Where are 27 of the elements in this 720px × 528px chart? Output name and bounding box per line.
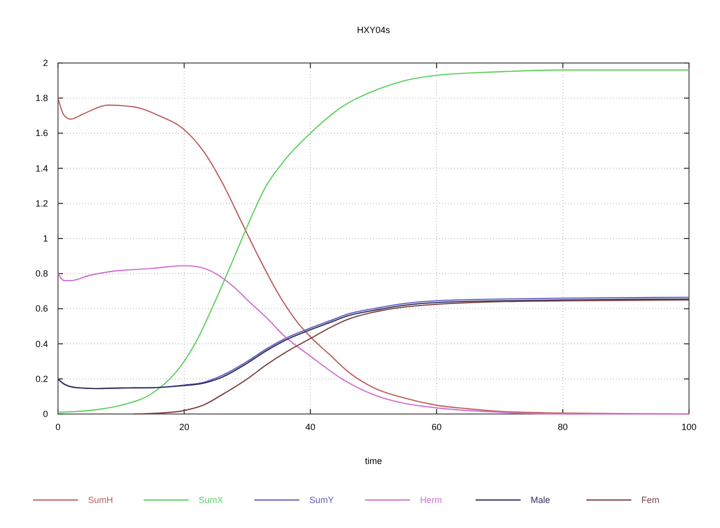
legend-label: SumH — [88, 495, 114, 505]
x-axis-title: time — [364, 456, 382, 466]
legend-label: Fem — [641, 495, 660, 505]
y-tick-label: 0.4 — [35, 338, 48, 349]
legend-label: Male — [530, 495, 550, 505]
x-tick-label: 100 — [681, 422, 697, 432]
y-tick-label: 2 — [42, 58, 48, 68]
y-tick-label: 1 — [42, 234, 48, 244]
x-tick-label: 40 — [305, 422, 316, 432]
y-tick-label: 0 — [42, 409, 48, 419]
x-tick-label: 0 — [55, 422, 61, 432]
y-tick-label: 0.8 — [35, 268, 48, 279]
y-tick-label: 0.6 — [35, 304, 48, 314]
legend-label: SumY — [309, 495, 334, 505]
x-tick-label: 60 — [432, 422, 442, 432]
y-tick-label: 0.2 — [35, 374, 48, 384]
y-tick-label: 1.4 — [35, 163, 48, 174]
x-tick-label: 80 — [558, 422, 568, 432]
legend-label: Herm — [420, 495, 442, 505]
y-tick-label: 1.6 — [35, 128, 48, 138]
line-series — [57, 265, 690, 415]
legend-label: SumX — [198, 495, 224, 505]
x-tick-label: 20 — [179, 422, 190, 432]
y-tick-label: 1.8 — [35, 93, 48, 104]
chart-title: HXY04s — [356, 25, 390, 35]
line-series — [133, 299, 690, 415]
y-tick-label: 1.2 — [35, 198, 48, 208]
